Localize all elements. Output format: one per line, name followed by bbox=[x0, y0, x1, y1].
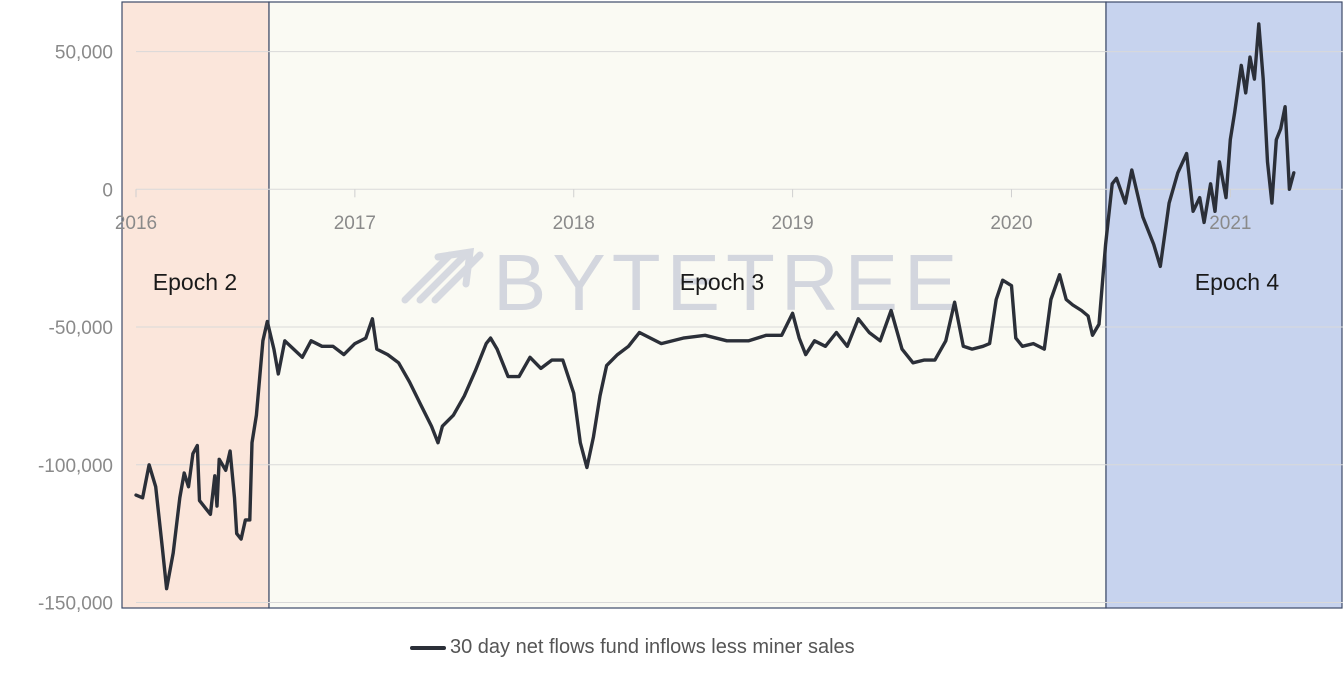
x-tick-label: 2018 bbox=[553, 213, 595, 234]
epoch-band-3 bbox=[268, 1, 1107, 609]
gridlines bbox=[136, 51, 1343, 603]
watermark-text: BYTETREE bbox=[493, 238, 963, 327]
epoch-label-2: Epoch 2 bbox=[153, 269, 237, 295]
y-tick-label: -50,000 bbox=[49, 318, 113, 339]
x-tick-label: 2020 bbox=[990, 213, 1032, 234]
x-tick-label: 2016 bbox=[115, 213, 157, 234]
y-tick-label: -150,000 bbox=[38, 593, 113, 614]
logo-arrow bbox=[431, 251, 484, 304]
epoch-labels: Epoch 2 Epoch 3 Epoch 4 bbox=[153, 269, 1280, 295]
epoch-bands bbox=[121, 1, 1343, 609]
x-tick-label: 2021 bbox=[1209, 213, 1251, 234]
logo-arrowhead bbox=[434, 247, 475, 288]
epoch-label-4: Epoch 4 bbox=[1195, 269, 1280, 295]
bytetree-logo-icon bbox=[401, 247, 484, 304]
logo-arrow bbox=[401, 251, 454, 304]
x-tick-label: 2019 bbox=[771, 213, 813, 234]
series-lines bbox=[134, 22, 1296, 591]
epoch-band-2 bbox=[121, 1, 270, 609]
legend: 30 day net flows fund inflows less miner… bbox=[410, 636, 855, 659]
watermark-group: BYTETREE bbox=[401, 238, 963, 327]
y-axis-ticks: 50,000 0 -50,000 -100,000 -150,000 bbox=[38, 43, 113, 615]
series-line-0 bbox=[134, 22, 1296, 591]
logo-arrow bbox=[416, 251, 469, 304]
y-tick-label: 50,000 bbox=[55, 43, 113, 64]
x-axis-ticks: 2016 2017 2018 2019 2020 2021 bbox=[115, 189, 1251, 234]
epoch-band-4 bbox=[1105, 1, 1343, 609]
y-tick-label: -100,000 bbox=[38, 456, 113, 477]
legend-label: 30 day net flows fund inflows less miner… bbox=[450, 636, 855, 658]
x-tick-label: 2017 bbox=[334, 213, 376, 234]
y-tick-label: 0 bbox=[102, 180, 113, 201]
epoch-label-3: Epoch 3 bbox=[680, 269, 764, 295]
legend-swatch bbox=[410, 645, 446, 650]
